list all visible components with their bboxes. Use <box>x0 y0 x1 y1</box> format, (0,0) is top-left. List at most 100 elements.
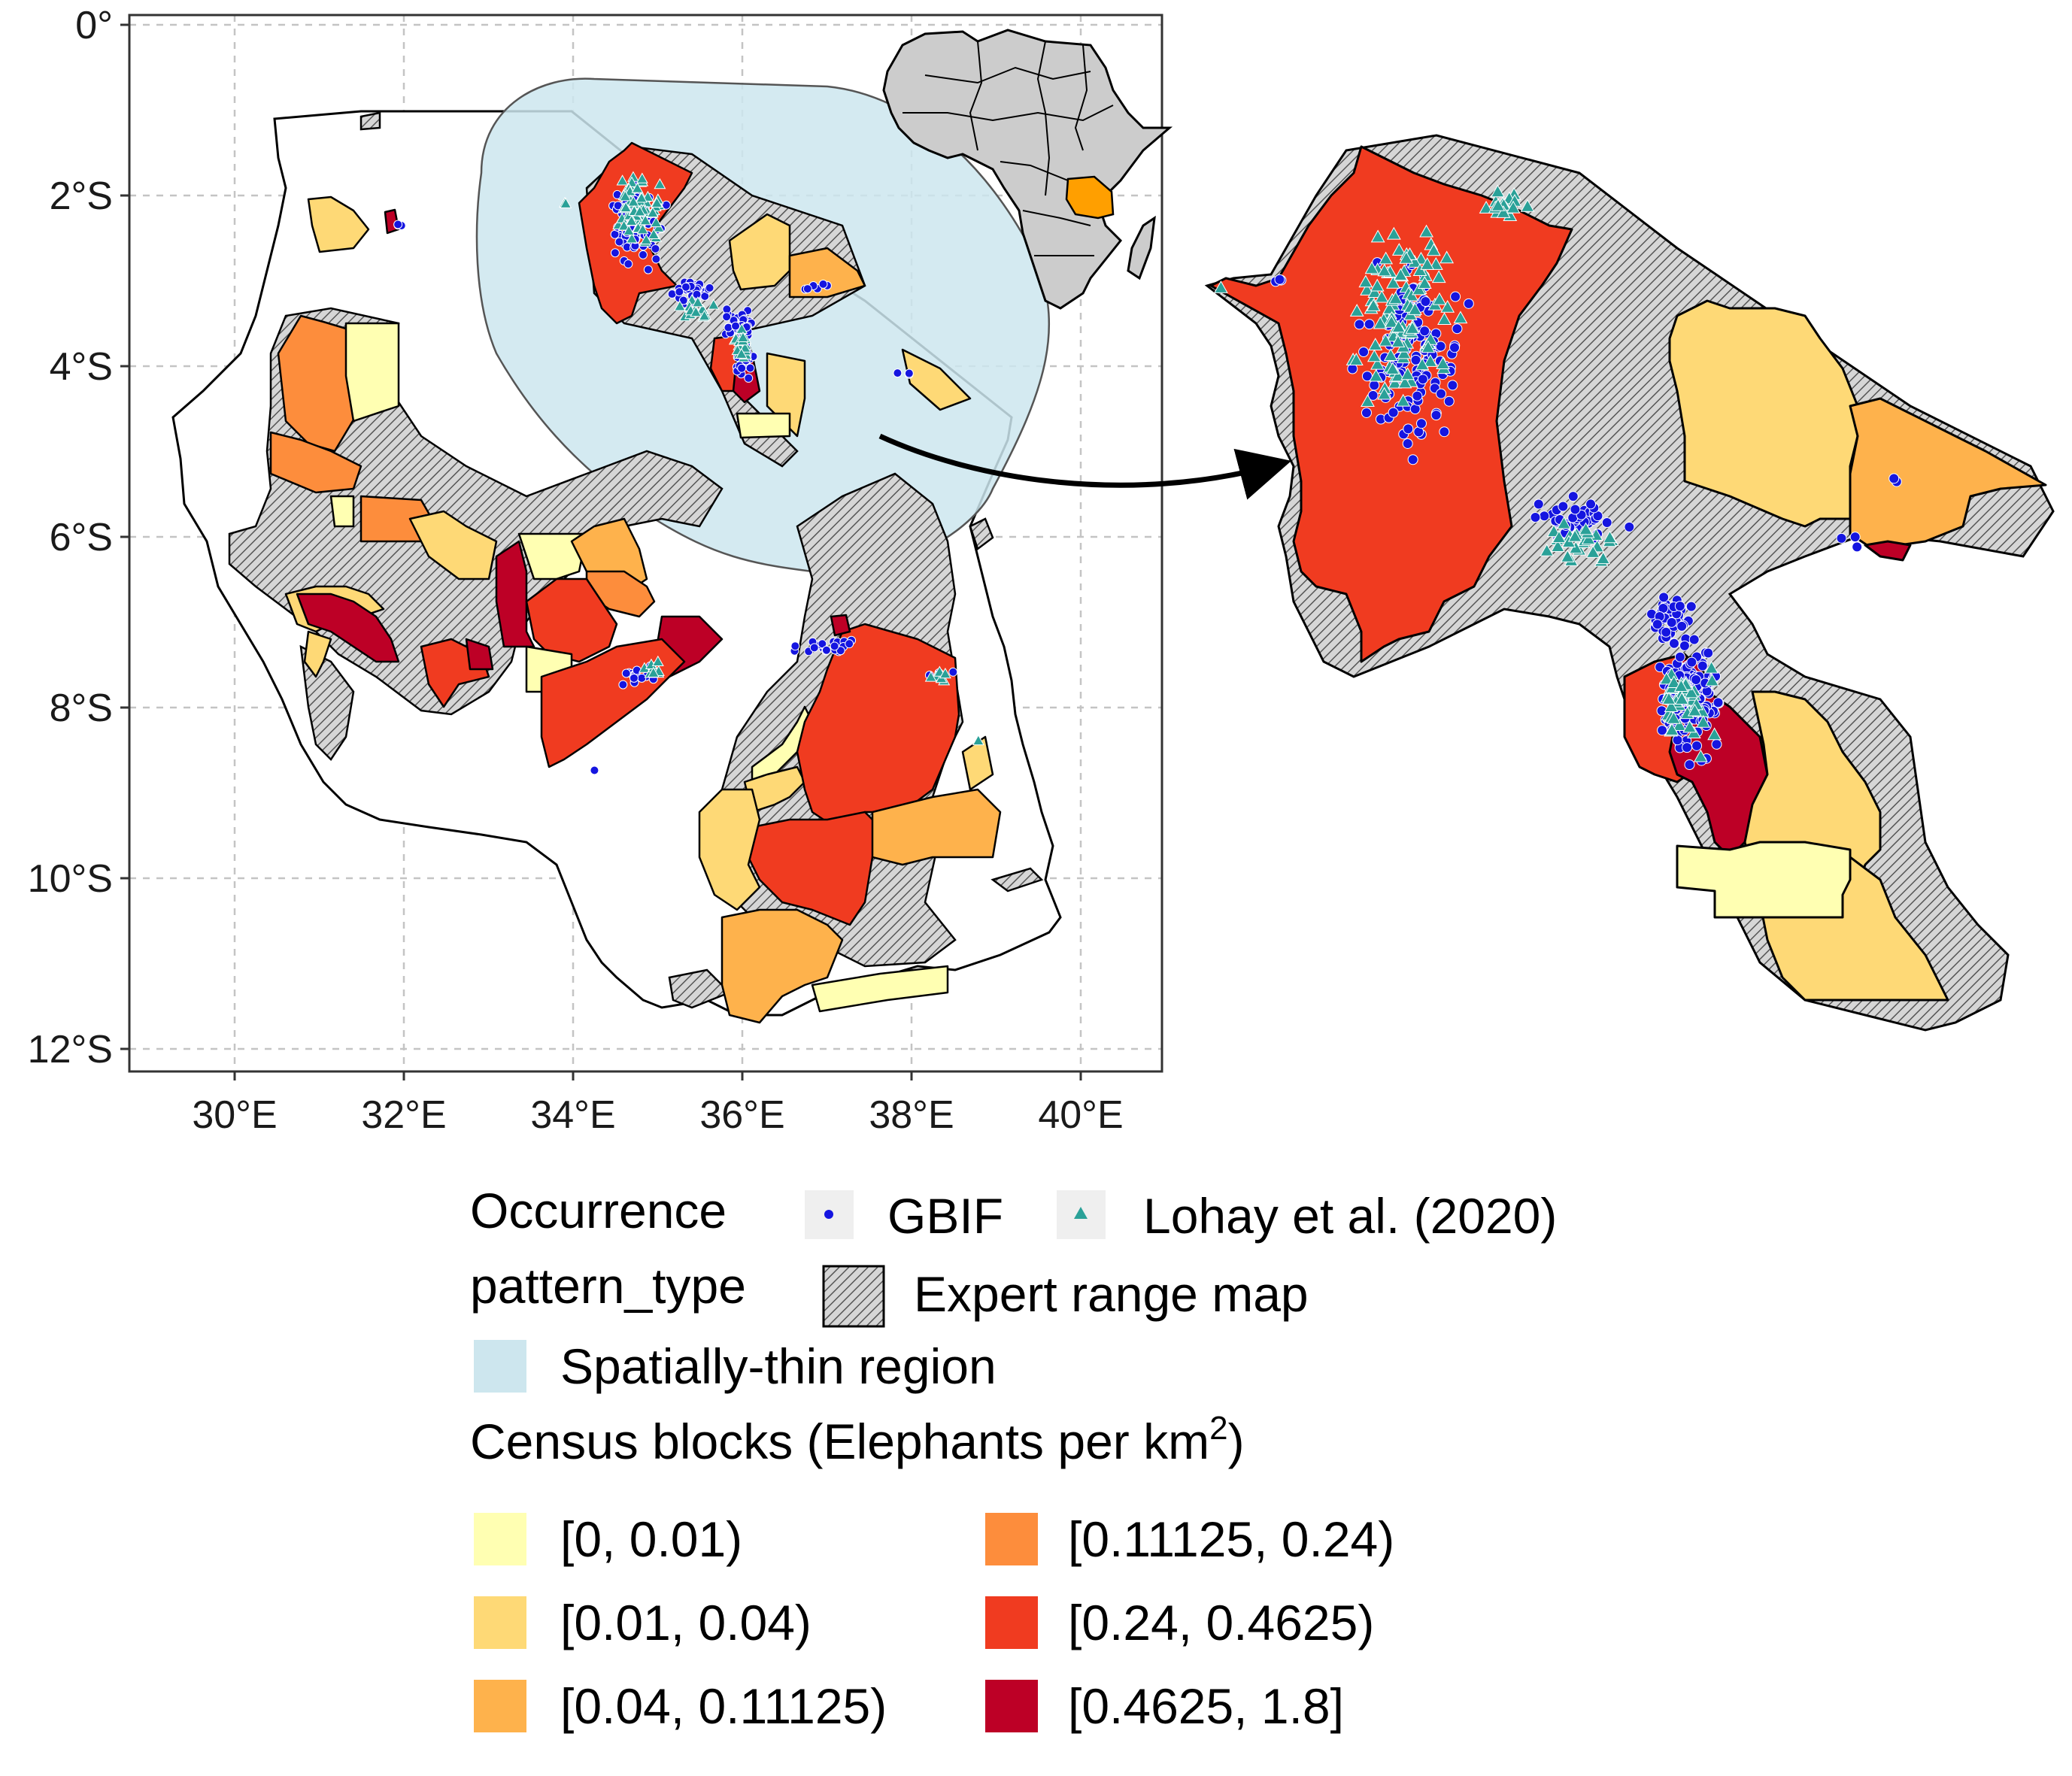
census-block <box>811 965 949 1013</box>
x-tick-label: 34°E <box>530 1093 615 1137</box>
lohay-occurrence-point <box>620 201 633 213</box>
lohay-occurrence-point <box>1377 263 1392 277</box>
gbif-occurrence-point <box>1450 291 1461 302</box>
gbif-occurrence-point <box>643 265 653 274</box>
census-bin-2: [0.04, 0.11125) <box>474 1678 887 1734</box>
lohay-occurrence-point <box>1439 250 1455 264</box>
census-title-superscript: 2 <box>1209 1410 1227 1447</box>
gbif-occurrence-point <box>818 639 827 649</box>
gbif-occurrence-point <box>1558 501 1569 512</box>
gbif-occurrence-point <box>845 639 854 649</box>
lohay-occurrence-point <box>1379 251 1394 265</box>
gbif-occurrence-point <box>1410 354 1421 365</box>
country-border <box>924 66 1091 84</box>
census-blocks <box>269 141 1002 1024</box>
gbif-occurrence-point <box>1539 511 1550 522</box>
gbif-occurrence-point <box>724 323 733 332</box>
lohay-occurrence-point <box>1396 393 1411 407</box>
census-block <box>830 614 851 637</box>
census-block <box>720 908 844 1024</box>
census-block <box>495 540 535 648</box>
lohay-occurrence-point <box>1437 312 1452 326</box>
gbif-occurrence-point <box>1369 380 1380 391</box>
gbif-occurrence-point <box>618 680 628 689</box>
gbif-occurrence-point <box>1417 374 1428 385</box>
x-tick-label: 36°E <box>699 1093 784 1137</box>
gbif-occurrence-point <box>651 254 661 264</box>
census-block <box>871 788 1002 866</box>
census-block <box>296 593 400 663</box>
legend-bin-label: [0.24, 0.4625) <box>1068 1595 1374 1650</box>
lohay-occurrence-point <box>1367 285 1382 299</box>
gbif-occurrence-point <box>1388 407 1399 418</box>
lohay-occurrence-point <box>1408 302 1422 315</box>
lohay-occurrence-point <box>1360 282 1375 295</box>
lohay-occurrence-point <box>1399 250 1414 264</box>
gbif-occurrence-point <box>1361 407 1372 418</box>
census-block <box>728 213 791 291</box>
x-tick-label: 32°E <box>361 1093 446 1137</box>
lohay-occurrence-point <box>1373 316 1388 329</box>
lohay-occurrence-point <box>1682 720 1697 733</box>
country-border <box>1022 210 1091 226</box>
gbif-occurrence-point <box>1419 326 1430 337</box>
gbif-occurrence-point <box>629 673 639 683</box>
legend-bin-label: [0, 0.01) <box>560 1511 742 1567</box>
gbif-occurrence-point <box>1354 319 1365 330</box>
legend-bin-swatch <box>985 1596 1038 1649</box>
census-bin-5: [0.4625, 1.8] <box>985 1678 1344 1734</box>
gbif-occurrence-point <box>1666 617 1677 628</box>
lohay-occurrence-point <box>633 205 646 217</box>
gbif-occurrence-point <box>1412 390 1423 402</box>
lohay-occurrence-point <box>1707 727 1722 741</box>
lohay-occurrence-point <box>698 309 711 321</box>
gbif-occurrence-point <box>1672 735 1683 746</box>
gbif-occurrence-point <box>623 259 633 269</box>
lohay-occurrence-point <box>1388 291 1403 305</box>
legend-expert-key <box>822 1265 885 1328</box>
lohay-occurrence-point <box>1579 522 1593 535</box>
lohay-occurrence-point <box>1349 304 1364 317</box>
lohay-occurrence-point <box>1405 321 1420 334</box>
gbif-occurrence-point <box>893 368 903 378</box>
lohay-occurrence-point <box>1696 714 1711 728</box>
lohay-occurrence-point <box>1550 539 1565 552</box>
country-border <box>903 105 1114 122</box>
lohay-occurrence-point <box>1687 703 1702 717</box>
lohay-occurrence-point <box>1567 529 1582 542</box>
expert-range-southwest-patch <box>668 968 732 1009</box>
gbif-occurrence-point <box>1686 656 1697 668</box>
gbif-occurrence-point <box>1674 601 1685 612</box>
lohay-occurrence-point <box>616 174 629 186</box>
lohay-occurrence-point <box>1426 243 1441 256</box>
gbif-occurrence-point <box>722 305 732 314</box>
gbif-occurrence-point <box>1585 499 1597 510</box>
lohay-occurrence-point <box>1397 375 1412 389</box>
x-tick-label: 40°E <box>1038 1093 1123 1137</box>
gbif-occurrence-point <box>731 321 741 331</box>
lohay-occurrence-point <box>646 206 659 218</box>
lohay-occurrence-point <box>617 220 630 231</box>
y-tick-label: 6°S <box>50 516 113 559</box>
lohay-occurrence-point <box>1364 261 1379 274</box>
y-axis: 0° 2°S 4°S 6°S 8°S 10°S 12°S <box>28 4 129 1071</box>
lohay-occurrence-point <box>1391 368 1406 382</box>
lohay-occurrence-point <box>1370 278 1385 292</box>
lohay-occurrence-point <box>651 196 663 208</box>
lohay-occurrence-point <box>736 323 748 334</box>
gbif-occurrence-point <box>1452 323 1463 335</box>
gbif-occurrence-point <box>1402 438 1413 449</box>
lohay-occurrence-point <box>1667 711 1681 724</box>
lohay-occurrence-point <box>736 331 749 342</box>
gbif-occurrence-point <box>1567 491 1579 502</box>
lohay-occurrence-point <box>1659 671 1674 685</box>
madagascar-outline <box>1127 215 1156 280</box>
gbif-occurrence-point <box>904 368 914 378</box>
legend-occurrence-title: Occurrence <box>470 1183 727 1238</box>
lohay-occurrence-point <box>1520 199 1535 212</box>
census-bin-0: [0, 0.01) <box>474 1511 742 1567</box>
gbif-occurrence-point <box>809 643 819 653</box>
gbif-occurrence-point <box>681 282 690 292</box>
gbif-occurrence-point <box>632 665 642 675</box>
